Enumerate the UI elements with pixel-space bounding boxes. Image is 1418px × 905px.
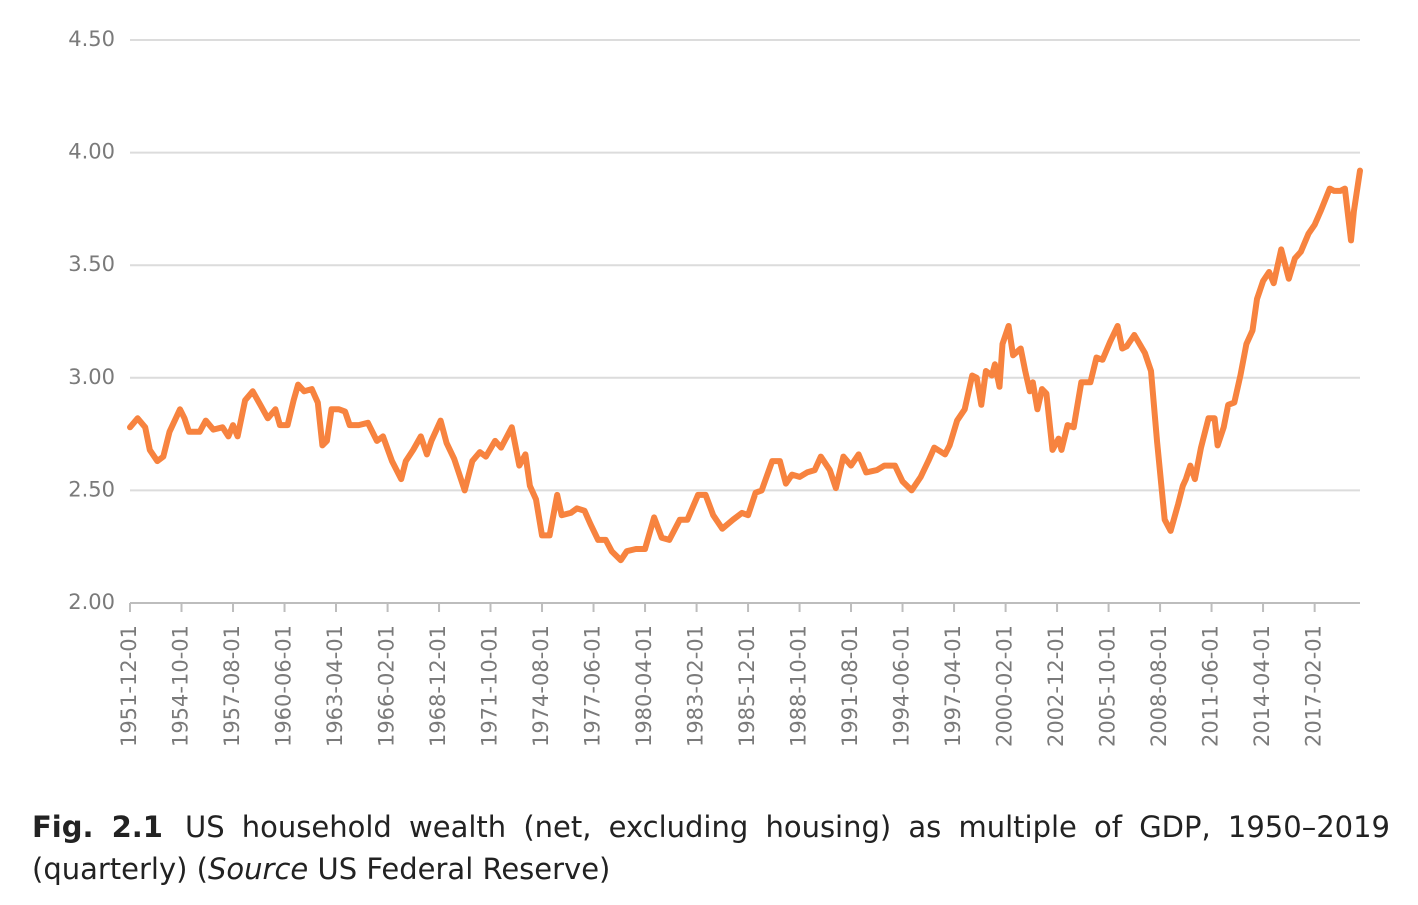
x-tick-label: 1988-10-01 bbox=[787, 625, 811, 747]
y-tick-label: 3.50 bbox=[68, 252, 115, 276]
y-tick-label: 4.50 bbox=[68, 27, 115, 51]
caption-text: US household wealth (net, excluding hous… bbox=[32, 810, 1390, 886]
y-tick-label: 4.00 bbox=[68, 140, 115, 164]
x-tick-label: 1980-04-01 bbox=[632, 625, 656, 747]
x-tick-label: 1960-06-01 bbox=[272, 625, 296, 747]
x-tick-label: 1991-08-01 bbox=[838, 625, 862, 747]
caption-label: Fig. 2.1 bbox=[32, 810, 163, 844]
x-tick-label: 1997-04-01 bbox=[941, 625, 965, 747]
x-tick-label: 1985-12-01 bbox=[735, 625, 759, 747]
x-tick-label: 1994-06-01 bbox=[890, 625, 914, 747]
data-line bbox=[127, 167, 1363, 564]
x-tick-label: 2011-06-01 bbox=[1199, 625, 1223, 747]
caption: Fig. 2.1 US household wealth (net, exclud… bbox=[32, 806, 1390, 890]
x-tick-label: 2008-08-01 bbox=[1147, 625, 1171, 747]
x-tick-label: 1951-12-01 bbox=[117, 625, 141, 747]
x-tick-label: 2017-02-01 bbox=[1302, 625, 1326, 747]
x-tick-label: 2014-04-01 bbox=[1250, 625, 1274, 747]
y-tick-label: 2.00 bbox=[68, 590, 115, 614]
x-tick-label: 1974-08-01 bbox=[529, 625, 553, 747]
x-tick-label: 1954-10-01 bbox=[169, 625, 193, 747]
x-tick-label: 2000-02-01 bbox=[993, 625, 1017, 747]
x-tick-label: 1977-06-01 bbox=[581, 625, 605, 747]
x-tick-label: 1983-02-01 bbox=[684, 625, 708, 747]
x-tick-label: 1966-02-01 bbox=[375, 625, 399, 747]
x-tick-label: 1971-10-01 bbox=[478, 625, 502, 747]
x-tick-label: 1963-04-01 bbox=[323, 625, 347, 747]
caption-rest: US Federal Reserve) bbox=[308, 852, 611, 886]
y-tick-label: 2.50 bbox=[68, 477, 115, 501]
x-tick-label: 2002-12-01 bbox=[1044, 625, 1068, 747]
x-tick-label: 1968-12-01 bbox=[426, 625, 450, 747]
y-tick-label: 3.00 bbox=[68, 365, 115, 389]
chart: 2.00 2.50 3.00 3.50 4.00 4.50 1951-12-01 1954-1… bbox=[68, 27, 1363, 747]
x-tick-label: 2005-10-01 bbox=[1096, 625, 1120, 747]
x-tick-label: 1957-08-01 bbox=[220, 625, 244, 747]
caption-source: Source bbox=[208, 852, 309, 886]
